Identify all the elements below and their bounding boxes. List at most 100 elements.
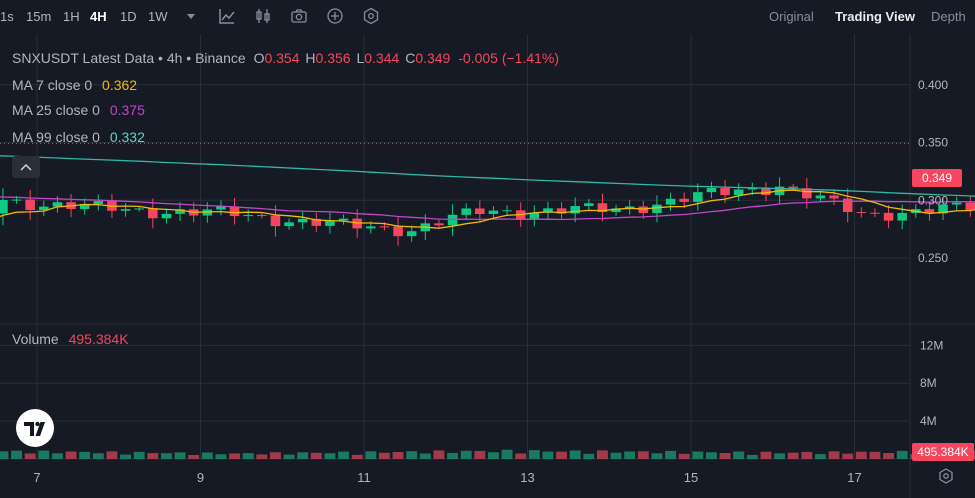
volume-bar [433, 450, 445, 459]
candle-body [529, 212, 540, 219]
settings-hex-icon[interactable] [362, 7, 380, 25]
candle [951, 196, 962, 211]
camera-icon[interactable] [290, 7, 308, 25]
candle-type-icon[interactable] [254, 7, 272, 25]
volume-bar [501, 449, 513, 459]
candle [175, 202, 185, 221]
volume-bar [106, 451, 118, 459]
candle-body [148, 208, 158, 219]
candle-body [652, 204, 662, 214]
volume-bar [801, 451, 813, 459]
candle-body [393, 226, 403, 237]
candle [447, 204, 458, 236]
candle [434, 219, 444, 229]
close-label: C [405, 50, 416, 66]
candle-body [243, 215, 253, 217]
more-intervals-icon[interactable] [182, 7, 200, 25]
volume-bar [0, 451, 9, 459]
volume-bar [147, 453, 159, 459]
candle-body [270, 215, 281, 227]
low-label: L [356, 50, 365, 66]
volume-bar [583, 453, 595, 459]
candle [665, 192, 676, 211]
volume-bar [51, 453, 63, 459]
interval-1h[interactable]: 1H [63, 9, 80, 24]
interval-1d[interactable]: 1D [120, 9, 137, 24]
price-tick-label: 0.250 [918, 251, 948, 265]
candle [93, 194, 104, 211]
tab-original[interactable]: Original [769, 9, 814, 24]
candle [829, 189, 839, 205]
candle-body [720, 188, 730, 196]
candle [25, 189, 35, 220]
candlestick-chart[interactable]: 0.2500.3000.3500.4000.4504M8M12M79111315… [0, 34, 975, 498]
candle-body [556, 208, 567, 214]
candle-body [842, 198, 853, 213]
tradingview-logo[interactable] [16, 409, 54, 447]
volume-bar [351, 454, 363, 459]
candle [584, 198, 594, 211]
volume-bar [760, 451, 772, 459]
candle-body [257, 215, 267, 217]
candle [284, 218, 294, 230]
candle-body [297, 218, 308, 223]
tab-depth[interactable]: Depth [931, 9, 966, 24]
tab-trading-view[interactable]: Trading View [835, 9, 915, 24]
candle [79, 198, 90, 215]
volume-bar [665, 450, 677, 459]
candle [229, 197, 240, 225]
candle-body [79, 203, 90, 210]
ma25-legend: MA 25 close 0 0.375 [12, 102, 145, 118]
collapse-legend-button[interactable] [12, 156, 40, 178]
volume-bar [474, 450, 486, 459]
candle [870, 208, 880, 218]
candle [338, 214, 349, 225]
candle [706, 181, 717, 199]
candle-body [747, 188, 758, 190]
candle [0, 188, 8, 226]
candle-body [338, 218, 349, 221]
volume-bar [79, 451, 91, 459]
candle [39, 200, 49, 216]
candle-body [856, 212, 867, 214]
line-tools-icon[interactable] [218, 7, 236, 25]
candle-body [39, 206, 49, 211]
current-volume-badge: 495.384K [912, 443, 974, 461]
candle [693, 183, 703, 211]
tradingview-logo-icon [24, 421, 45, 436]
ma99-label: MA 99 close 0 [12, 129, 100, 145]
volume-bar [406, 451, 418, 459]
candle-body [11, 199, 22, 201]
volume-bar [787, 452, 799, 459]
add-indicator-icon[interactable] [326, 7, 344, 25]
candle-body [788, 186, 798, 189]
interval-1s[interactable]: 1s [0, 9, 14, 24]
volume-bar [392, 452, 404, 459]
interval-4h[interactable]: 4H [90, 9, 107, 24]
volume-bar [378, 452, 390, 459]
candle [733, 183, 744, 202]
volume-bar [883, 453, 895, 459]
candle [570, 197, 580, 223]
volume-bar [65, 451, 77, 459]
volume-bar [814, 454, 826, 459]
volume-bar [774, 453, 786, 459]
volume-bar [215, 454, 227, 459]
candle [556, 202, 567, 220]
ma7-value: 0.362 [102, 77, 138, 93]
candle [529, 205, 540, 227]
candle-body [543, 208, 553, 213]
ma99-line [0, 155, 975, 197]
candle-body [406, 231, 417, 237]
interval-1w[interactable]: 1W [148, 9, 168, 24]
chart-settings-icon[interactable] [938, 468, 954, 484]
candle-body [447, 214, 458, 226]
volume-bar [678, 453, 690, 459]
interval-15m[interactable]: 15m [26, 9, 52, 24]
candle [311, 212, 322, 232]
candle-body [693, 192, 703, 202]
candle [161, 208, 172, 224]
price-tick-label: 0.400 [918, 78, 948, 92]
candle [406, 225, 417, 242]
volume-bar [651, 453, 663, 459]
